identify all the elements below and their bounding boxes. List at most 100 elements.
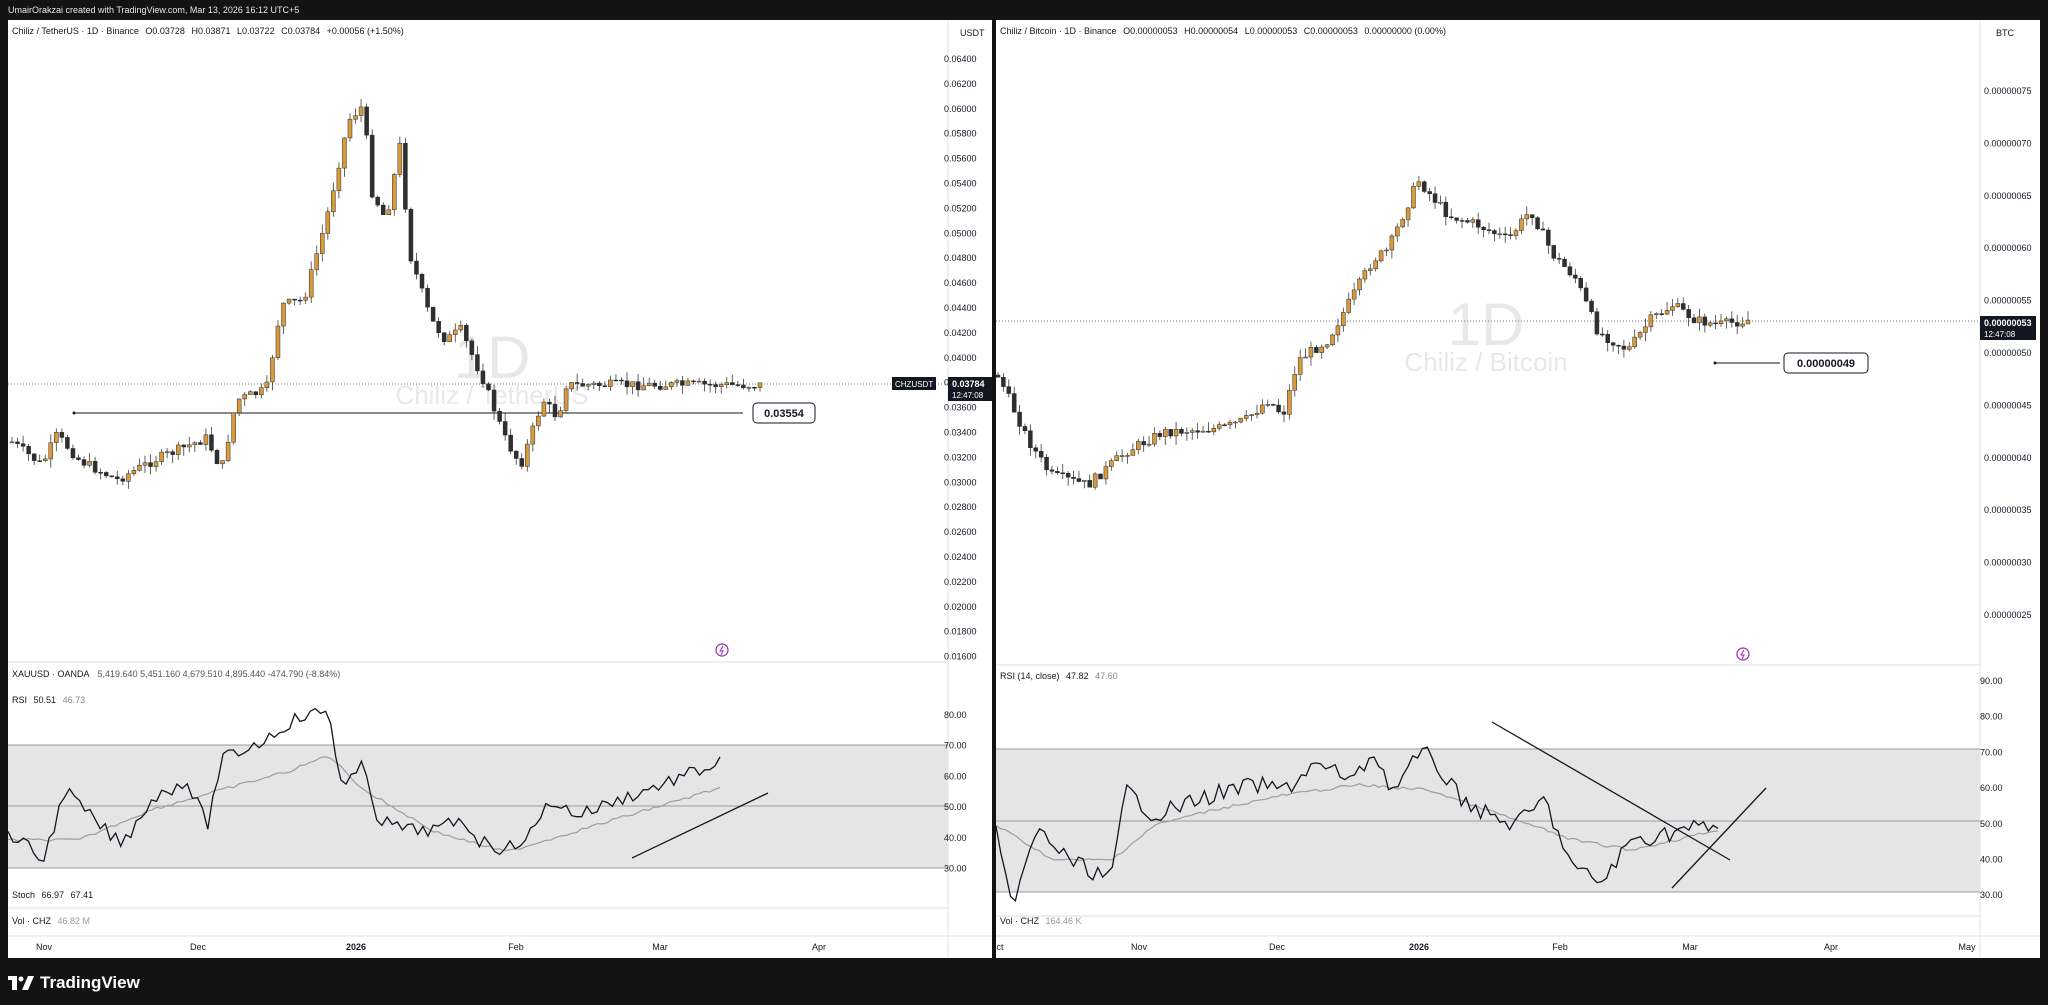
- candle-bearish[interactable]: [1098, 473, 1103, 480]
- candle-bearish[interactable]: [20, 443, 26, 447]
- candle-bullish[interactable]: [1519, 218, 1524, 231]
- candle-bearish[interactable]: [519, 458, 524, 467]
- candle-bearish[interactable]: [480, 370, 486, 385]
- candle-bullish[interactable]: [1238, 418, 1244, 423]
- candle-bearish[interactable]: [148, 462, 153, 467]
- candle-bearish[interactable]: [419, 273, 425, 289]
- candle-bearish[interactable]: [1486, 229, 1492, 231]
- price-axis[interactable]: 0.00000075 0.00000070 0.00000065 0.00000060…: [1984, 86, 2032, 620]
- candle-bearish[interactable]: [441, 332, 447, 343]
- candle-bearish[interactable]: [597, 382, 602, 386]
- time-axis[interactable]: Nov Dec 2026 Feb Mar Apr: [36, 942, 826, 952]
- candle-bullish[interactable]: [126, 473, 131, 482]
- candle-bullish[interactable]: [1335, 325, 1341, 336]
- candle-bullish[interactable]: [1319, 346, 1324, 353]
- candle-bearish[interactable]: [1454, 217, 1459, 221]
- candle-bullish[interactable]: [386, 209, 392, 215]
- candle-bearish[interactable]: [70, 448, 76, 459]
- candle-bearish[interactable]: [741, 384, 746, 389]
- candle-bearish[interactable]: [198, 442, 203, 445]
- candle-bullish[interactable]: [757, 382, 763, 388]
- candle-bullish[interactable]: [1227, 421, 1233, 426]
- candle-bullish[interactable]: [646, 382, 652, 386]
- candle-bullish[interactable]: [9, 441, 15, 444]
- candle-bullish[interactable]: [1707, 322, 1713, 326]
- candle-bullish[interactable]: [1362, 270, 1368, 280]
- currency-label[interactable]: USDT: [960, 28, 985, 38]
- candle-bullish[interactable]: [1524, 214, 1530, 220]
- candle-bullish[interactable]: [1724, 318, 1729, 322]
- rsi-axis[interactable]: 80.00 70.00 60.00 50.00 40.00 30.00: [944, 710, 967, 874]
- candle-bullish[interactable]: [392, 174, 397, 211]
- candle-bullish[interactable]: [1152, 433, 1157, 445]
- candle-bullish[interactable]: [236, 398, 242, 414]
- candle-bullish[interactable]: [585, 384, 591, 387]
- candle-bearish[interactable]: [995, 374, 1001, 378]
- candle-bullish[interactable]: [1740, 323, 1745, 327]
- candle-bearish[interactable]: [580, 383, 585, 387]
- candle-bearish[interactable]: [1141, 441, 1146, 446]
- candle-bullish[interactable]: [187, 444, 192, 448]
- candle-bullish[interactable]: [724, 382, 730, 385]
- candle-bullish[interactable]: [591, 382, 597, 385]
- candle-bullish[interactable]: [1654, 313, 1659, 316]
- candle-bullish[interactable]: [1260, 404, 1265, 414]
- candle-bullish[interactable]: [1664, 310, 1670, 315]
- candle-bullish[interactable]: [558, 410, 563, 418]
- candle-bullish[interactable]: [641, 385, 646, 391]
- candle-bullish[interactable]: [1389, 235, 1395, 251]
- candle-bearish[interactable]: [1610, 342, 1616, 346]
- chart-pane-chzusdt[interactable]: 1D Chiliz / TetherUS Chiliz / TetherUS ·…: [7, 20, 992, 958]
- candle-bearish[interactable]: [1600, 333, 1605, 336]
- candle-bullish[interactable]: [1114, 455, 1119, 461]
- candle-bearish[interactable]: [1071, 476, 1076, 479]
- candle-bullish[interactable]: [1189, 430, 1195, 433]
- candle-bearish[interactable]: [469, 340, 475, 355]
- candle-bullish[interactable]: [1405, 207, 1411, 220]
- time-axis[interactable]: ct Nov Dec 2026 Feb Mar Apr May: [996, 942, 1976, 952]
- candle-bullish[interactable]: [286, 298, 292, 304]
- currency-label[interactable]: BTC: [1996, 28, 2015, 38]
- candle-bullish[interactable]: [336, 167, 342, 192]
- candle-bullish[interactable]: [1216, 424, 1222, 429]
- candle-bearish[interactable]: [181, 444, 187, 448]
- candle-bearish[interactable]: [1222, 424, 1227, 426]
- candle-bullish[interactable]: [1249, 414, 1254, 416]
- overlay-legend[interactable]: XAUUSD · OANDA 5,419.640 5,451.160 4,679…: [12, 669, 340, 679]
- candle-bullish[interactable]: [1357, 278, 1362, 291]
- candle-bearish[interactable]: [602, 385, 608, 387]
- candle-bearish[interactable]: [613, 379, 619, 382]
- candle-bearish[interactable]: [1594, 311, 1600, 335]
- candle-bullish[interactable]: [630, 381, 635, 387]
- candle-bullish[interactable]: [220, 460, 225, 465]
- candle-bearish[interactable]: [1508, 234, 1513, 236]
- candle-bearish[interactable]: [1529, 214, 1535, 218]
- candle-bearish[interactable]: [1157, 433, 1163, 437]
- candle-bearish[interactable]: [508, 434, 513, 452]
- candle-bullish[interactable]: [1243, 415, 1249, 419]
- candle-bullish[interactable]: [314, 253, 319, 270]
- candle-bearish[interactable]: [680, 380, 685, 386]
- candle-bearish[interactable]: [297, 299, 303, 302]
- candle-bearish[interactable]: [81, 459, 87, 466]
- candle-bullish[interactable]: [308, 269, 314, 298]
- candle-bearish[interactable]: [76, 457, 81, 460]
- rsi-downtrend-line[interactable]: [1491, 721, 1731, 861]
- candle-bearish[interactable]: [1001, 376, 1006, 387]
- candle-bearish[interactable]: [1443, 201, 1449, 218]
- candle-bearish[interactable]: [37, 460, 42, 462]
- candle-bullish[interactable]: [663, 386, 669, 390]
- candle-bearish[interactable]: [1448, 216, 1454, 219]
- candle-bearish[interactable]: [464, 325, 469, 342]
- candle-bearish[interactable]: [1022, 426, 1028, 431]
- candle-bearish[interactable]: [1659, 313, 1664, 315]
- candle-bearish[interactable]: [1427, 191, 1432, 194]
- candle-bullish[interactable]: [530, 425, 536, 445]
- candle-bullish[interactable]: [1136, 441, 1141, 450]
- candle-bearish[interactable]: [1076, 478, 1082, 482]
- candle-bearish[interactable]: [1195, 430, 1200, 433]
- candle-bearish[interactable]: [513, 450, 519, 459]
- candle-bullish[interactable]: [54, 432, 59, 443]
- candle-bearish[interactable]: [1573, 274, 1578, 279]
- candle-bearish[interactable]: [364, 106, 369, 136]
